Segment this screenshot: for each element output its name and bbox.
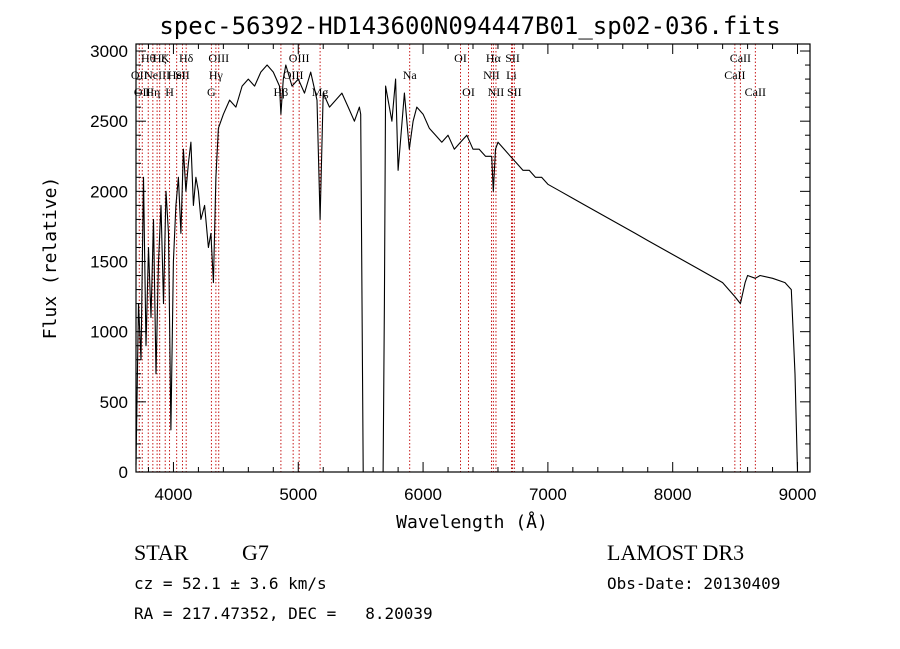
y-tick-label: 1000 xyxy=(90,323,128,342)
survey-name: LAMOST DR3 xyxy=(607,540,744,565)
y-tick-label: 500 xyxy=(100,393,128,412)
spectral-line-markers xyxy=(138,44,756,472)
line-label-oi: OI xyxy=(454,51,467,65)
line-label-hγ: Hγ xyxy=(209,68,224,82)
object-subclass: G7 xyxy=(242,540,269,565)
line-label-na: Na xyxy=(403,68,418,82)
line-label-hζ: Hζ xyxy=(153,51,167,65)
x-tick-label: 6000 xyxy=(404,485,442,504)
y-axis: 0 500 1000 1500 2000 2500 3000 xyxy=(90,42,810,482)
line-label-caii: CaII xyxy=(724,68,745,82)
line-label-hθ: Hθ xyxy=(141,51,156,65)
x-tick-label: 5000 xyxy=(279,485,317,504)
x-tick-label: 4000 xyxy=(155,485,193,504)
x-tick-label: 9000 xyxy=(779,485,817,504)
y-tick-label: 0 xyxy=(119,463,128,482)
x-axis-label: Wavelength (Å) xyxy=(396,511,548,533)
line-label-sii: SII xyxy=(507,85,522,99)
line-label-k: K xyxy=(161,51,170,65)
line-label-nii: NII xyxy=(483,68,500,82)
line-label-oiii: OIII xyxy=(208,51,229,65)
x-axis: 4000 5000 6000 7000 8000 9000 xyxy=(147,44,817,504)
spectral-line-labels: OIIOIIHθHηNeIIIHζKHHeISIIHδGHγOIIIHβOIII… xyxy=(131,51,766,99)
line-label-hη: Hη xyxy=(145,85,160,99)
line-label-oii: OII xyxy=(131,68,148,82)
plot-frame xyxy=(135,43,811,473)
line-label-oii: OII xyxy=(134,85,151,99)
line-label-nii: NII xyxy=(488,85,505,99)
line-label-hα: Hα xyxy=(486,51,502,65)
y-tick-label: 2000 xyxy=(90,182,128,201)
object-class: STAR xyxy=(134,540,189,565)
redshift-cz: cz = 52.1 ± 3.6 km/s xyxy=(134,574,327,593)
y-tick-label: 2500 xyxy=(90,112,128,131)
line-label-oiii: OIII xyxy=(283,68,304,82)
y-tick-label: 3000 xyxy=(90,42,128,61)
x-tick-label: 7000 xyxy=(529,485,567,504)
line-label-caii: CaII xyxy=(730,51,751,65)
line-label-neiii: NeIII xyxy=(144,68,170,82)
y-axis-label: Flux (relative) xyxy=(40,177,61,340)
line-label-oi: OI xyxy=(462,85,475,99)
line-label-li: Li xyxy=(506,68,517,82)
line-label-oiii: OIII xyxy=(289,51,310,65)
observation-date: Obs-Date: 20130409 xyxy=(607,574,780,593)
line-label-sii: SII xyxy=(505,51,520,65)
line-label-hδ: Hδ xyxy=(179,51,194,65)
line-label-g: G xyxy=(207,85,216,99)
line-label-hβ: Hβ xyxy=(274,85,289,99)
y-tick-label: 1500 xyxy=(90,253,128,272)
chart-title: spec-56392-HD143600N094447B01_sp02-036.f… xyxy=(159,12,780,40)
spectrum-series-line xyxy=(135,64,799,473)
line-label-sii: SII xyxy=(175,68,190,82)
line-label-hei: HeI xyxy=(168,68,186,82)
line-label-h: H xyxy=(165,85,174,99)
ra-dec: RA = 217.47352, DEC = 8.20039 xyxy=(134,604,433,623)
line-label-caii: CaII xyxy=(745,85,766,99)
x-tick-label: 8000 xyxy=(654,485,692,504)
